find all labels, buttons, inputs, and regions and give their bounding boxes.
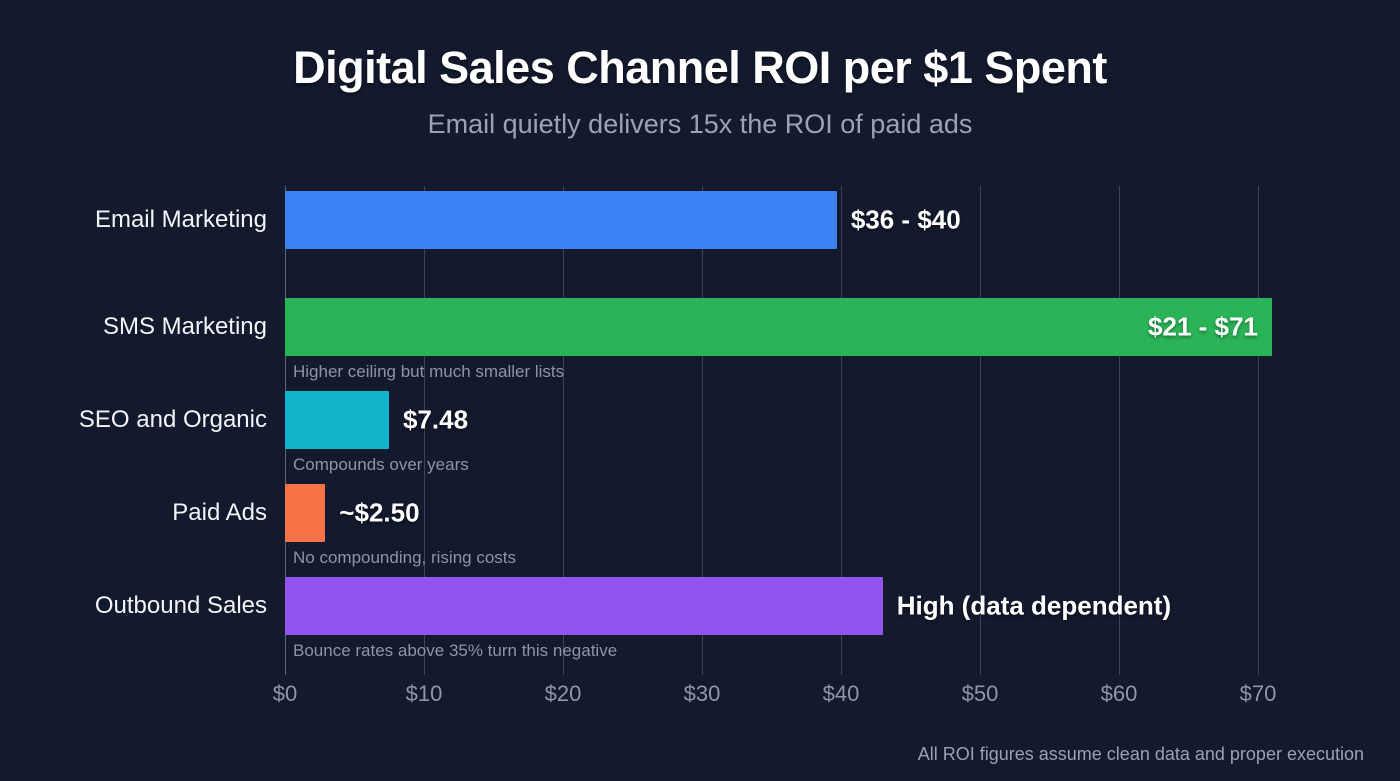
bar-value-label: ~$2.50 [339, 497, 420, 528]
bar[interactable] [285, 191, 837, 249]
bar-annotation: Compounds over years [293, 455, 469, 474]
bar-row: Paid Ads ~$2.50 [172, 484, 1258, 542]
bar[interactable] [285, 298, 1272, 356]
gridline [841, 186, 842, 675]
x-tick-label: $50 [961, 681, 999, 706]
bar-value-label: $21 - $71 [1148, 311, 1258, 342]
category-label: Paid Ads [172, 499, 267, 526]
bar-value-label: High (data dependent) [896, 590, 1172, 621]
category-label: SEO and Organic [78, 406, 267, 433]
x-tick-label: $20 [544, 681, 582, 706]
x-tick-label: $40 [822, 681, 860, 706]
plot-area: Email Marketing $36 - $40 SMS Marketing $21… [79, 186, 1272, 675]
bar-annotation: Bounce rates above 35% turn this negativ… [293, 641, 618, 660]
chart-title: Digital Sales Channel ROI per $1 Spent [293, 42, 1107, 93]
bar-row: SEO and Organic $7.48 [79, 391, 1258, 449]
bar-value-label: $7.48 [402, 404, 469, 435]
bar-value-label: $36 - $40 [850, 204, 961, 235]
x-tick-label: $70 [1239, 681, 1277, 706]
category-label: Email Marketing [94, 206, 267, 233]
x-tick-label: $10 [405, 681, 443, 706]
chart-subtitle: Email quietly delivers 15x the ROI of pa… [427, 109, 973, 139]
bar-annotation: No compounding, rising costs [293, 548, 517, 567]
category-label: Outbound Sales [94, 592, 267, 619]
category-label: SMS Marketing [102, 313, 267, 340]
x-tick-label: $60 [1100, 681, 1138, 706]
bar[interactable] [285, 391, 389, 449]
x-tick-label: $30 [683, 681, 721, 706]
bar-row: SMS Marketing $21 - $71 [103, 298, 1272, 356]
gridline [424, 186, 425, 675]
bar-row: Outbound Sales High (data dependent) [95, 577, 1258, 635]
bar[interactable] [285, 577, 883, 635]
footer-note: All ROI figures assume clean data and pr… [917, 744, 1364, 764]
bar[interactable] [285, 484, 326, 542]
x-tick-label: $0 [272, 681, 298, 706]
gridline [1258, 186, 1259, 675]
bar-annotation: Higher ceiling but much smaller lists [293, 362, 565, 381]
gridline [702, 186, 703, 675]
gridline [563, 186, 564, 675]
gridline [980, 186, 981, 675]
gridline [1119, 186, 1120, 675]
bar-row: Email Marketing $36 - $40 [95, 191, 1258, 249]
